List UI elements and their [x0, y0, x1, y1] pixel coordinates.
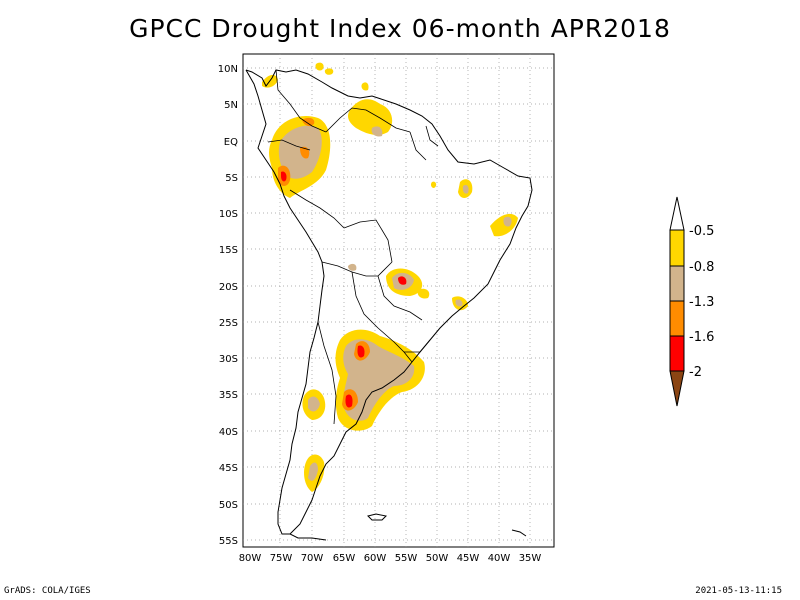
lon-label: 40W: [488, 553, 511, 564]
coastline: [245, 69, 533, 541]
falkland-islands: [367, 513, 388, 521]
colorbar-label: -1.6: [689, 330, 714, 345]
lon-label: 45W: [457, 553, 480, 564]
colorbar: -0.5 -0.8 -1.3 -1.6 -2: [669, 196, 714, 407]
lat-label: 5S: [225, 173, 238, 184]
lat-label: 10N: [218, 64, 238, 75]
lat-label: 35S: [219, 390, 238, 401]
footer-credit: GrADS: COLA/IGES: [4, 586, 91, 596]
colorbar-swatch: [669, 300, 685, 337]
lat-label: 15S: [219, 245, 238, 256]
drought-area-guianas: [348, 99, 393, 135]
colorbar-label: -1.3: [689, 295, 714, 310]
colorbar-swatch: [669, 335, 685, 372]
footer-timestamp: 2021-05-13-11:15: [695, 586, 782, 596]
colorbar-top-triangle: [669, 196, 685, 231]
lat-label: EQ: [224, 137, 238, 148]
colorbar-bottom-triangle: [669, 370, 685, 407]
lon-label: 80W: [239, 553, 262, 564]
lat-label: 20S: [219, 282, 238, 293]
lat-label: 25S: [219, 318, 238, 329]
lon-label: 60W: [364, 553, 387, 564]
colorbar-label: -0.5: [689, 224, 714, 239]
lon-label: 55W: [395, 553, 418, 564]
country-borders: [267, 69, 439, 425]
lon-label: 70W: [301, 553, 324, 564]
lon-label: 50W: [426, 553, 449, 564]
south-georgia: [511, 529, 527, 537]
lat-label: 50S: [219, 500, 238, 511]
lon-label: 35W: [519, 553, 542, 564]
colorbar-swatch: [669, 229, 685, 267]
lon-label: 65W: [333, 553, 356, 564]
lat-label: 10S: [219, 209, 238, 220]
longitude-labels: 80W 75W 70W 65W 60W 55W 50W 45W 40W 35W: [239, 553, 542, 564]
latitude-labels: 10N 5N EQ 5S 10S 15S 20S 25S 30S 35S 40S…: [218, 64, 238, 547]
drought-shading: [262, 62, 518, 492]
lat-label: 40S: [219, 427, 238, 438]
map-title: GPCC Drought Index 06-month APR2018: [129, 14, 671, 43]
lat-label: 55S: [219, 536, 238, 547]
colorbar-label: -2: [689, 365, 702, 380]
lon-label: 75W: [270, 553, 293, 564]
colorbar-label: -0.8: [689, 260, 714, 275]
lat-label: 45S: [219, 463, 238, 474]
lat-label: 5N: [224, 100, 238, 111]
colorbar-swatch: [669, 265, 685, 302]
lat-label: 30S: [219, 354, 238, 365]
